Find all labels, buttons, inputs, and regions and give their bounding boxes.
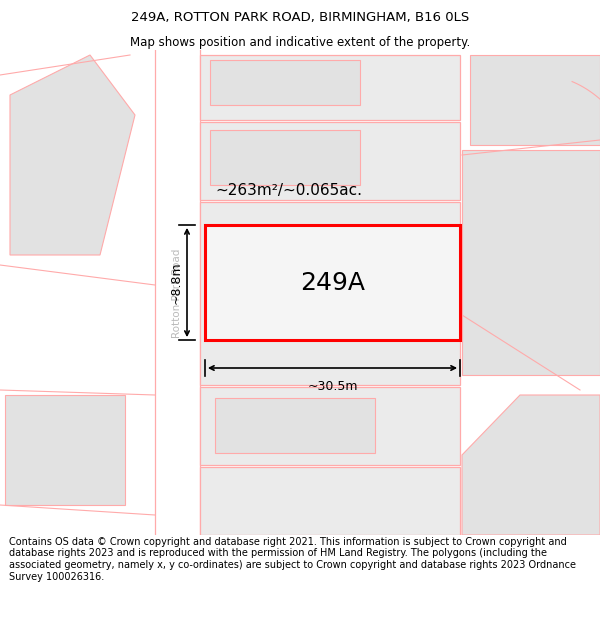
Bar: [210, 130, 360, 185]
Bar: [200, 122, 460, 200]
Text: Map shows position and indicative extent of the property.: Map shows position and indicative extent…: [130, 36, 470, 49]
Bar: [215, 398, 375, 453]
Bar: [5, 395, 125, 505]
Polygon shape: [462, 395, 600, 535]
Text: ~8.8m: ~8.8m: [170, 261, 183, 304]
Bar: [205, 225, 460, 340]
Bar: [155, 50, 200, 535]
Bar: [210, 60, 360, 105]
Bar: [200, 467, 460, 535]
Text: ~30.5m: ~30.5m: [307, 380, 358, 393]
Bar: [462, 150, 600, 375]
Bar: [470, 55, 600, 145]
Text: 249A: 249A: [300, 271, 365, 294]
Polygon shape: [10, 55, 135, 255]
Bar: [200, 202, 460, 385]
Text: ~263m²/~0.065ac.: ~263m²/~0.065ac.: [215, 182, 362, 198]
Text: Rotton Park Road: Rotton Park Road: [173, 248, 182, 338]
Bar: [200, 55, 460, 120]
Text: Contains OS data © Crown copyright and database right 2021. This information is : Contains OS data © Crown copyright and d…: [9, 537, 576, 582]
Bar: [200, 387, 460, 465]
Text: 249A, ROTTON PARK ROAD, BIRMINGHAM, B16 0LS: 249A, ROTTON PARK ROAD, BIRMINGHAM, B16 …: [131, 11, 469, 24]
